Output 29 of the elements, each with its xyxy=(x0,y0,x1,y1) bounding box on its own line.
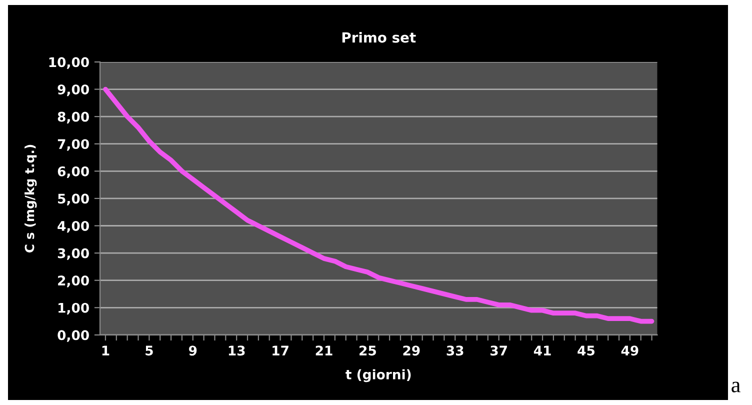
y-tick-label: 6,00 xyxy=(58,166,89,178)
chart-title: Primo set xyxy=(342,32,416,43)
x-tick-label: 49 xyxy=(621,346,638,356)
y-tick-label: 0,00 xyxy=(58,330,89,342)
x-tick-label: 37 xyxy=(490,346,507,356)
x-tick-label: 45 xyxy=(578,346,594,356)
text: a xyxy=(732,382,740,392)
x-tick-label: 33 xyxy=(446,346,464,356)
y-tick-label: 4,00 xyxy=(58,220,89,233)
y-axis-title: C s (mg/kg t.q.) xyxy=(24,144,37,252)
x-tick-label: 41 xyxy=(534,346,551,356)
x-tick-label: 13 xyxy=(228,346,245,356)
y-tick-label: 9,00 xyxy=(58,84,89,96)
x-tick-label: 17 xyxy=(272,346,288,356)
y-tick-label: 8,00 xyxy=(58,112,89,124)
x-axis-title: t (giorni) xyxy=(346,369,411,382)
x-tick-label: 5 xyxy=(146,346,153,356)
line-series xyxy=(103,86,654,324)
y-tick-label: 1,00 xyxy=(58,302,89,315)
y-tick-label: 10,00 xyxy=(49,57,89,69)
x-tick-label: 29 xyxy=(403,346,420,356)
x-tick-label: 1 xyxy=(102,346,110,356)
x-tick-label: 21 xyxy=(316,346,332,356)
y-tick-label: 5,00 xyxy=(58,194,89,206)
y-tick-label: 7,00 xyxy=(58,139,89,151)
x-tick-label: 25 xyxy=(360,346,376,356)
x-tick-label: 9 xyxy=(188,346,197,356)
y-tick-label: 3,00 xyxy=(58,248,89,260)
y-tick-label: 2,00 xyxy=(58,276,89,288)
